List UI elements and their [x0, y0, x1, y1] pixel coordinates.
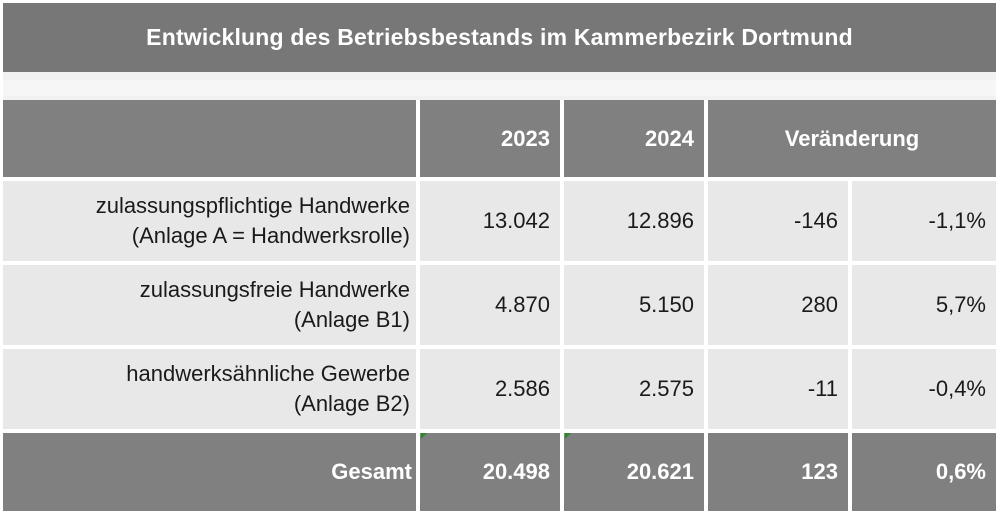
row-value-2024: 5.150: [564, 265, 704, 345]
row-change-abs: 280: [708, 265, 848, 345]
table-row-label: handwerksähnliche Gewerbe (Anlage B2): [3, 349, 416, 429]
row-change-abs: -146: [708, 181, 848, 261]
row-change-pct: 5,7%: [852, 265, 996, 345]
row-value-2024: 2.575: [564, 349, 704, 429]
total-value-2024: 20.621: [564, 433, 704, 511]
row-label-line2: (Anlage A = Handwerksrolle): [131, 223, 410, 248]
row-label-line1: zulassungspflichtige Handwerke: [95, 193, 410, 218]
total-change-pct: 0,6%: [852, 433, 996, 511]
total-label: Gesamt: [3, 433, 416, 511]
row-label-line1: handwerksähnliche Gewerbe: [126, 361, 410, 386]
table-row-label: zulassungspflichtige Handwerke (Anlage A…: [3, 181, 416, 261]
row-label-line1: zulassungsfreie Handwerke: [139, 277, 410, 302]
row-value-2023: 2.586: [420, 349, 560, 429]
row-value-2024: 12.896: [564, 181, 704, 261]
total-value-2023: 20.498: [420, 433, 560, 511]
cell-indicator-icon: [565, 433, 571, 439]
row-change-pct: -1,1%: [852, 181, 996, 261]
row-label-line2: (Anlage B2): [293, 391, 410, 416]
header-2023: 2023: [420, 100, 560, 177]
table-title: Entwicklung des Betriebsbestands im Kamm…: [3, 3, 996, 72]
row-value-2023: 13.042: [420, 181, 560, 261]
row-value-2023: 4.870: [420, 265, 560, 345]
table-row-label: zulassungsfreie Handwerke (Anlage B1): [3, 265, 416, 345]
header-2024: 2024: [564, 100, 704, 177]
total-change-abs: 123: [708, 433, 848, 511]
title-spacer: [3, 72, 996, 100]
row-change-abs: -11: [708, 349, 848, 429]
row-label-line2: (Anlage B1): [293, 307, 410, 332]
header-change: Veränderung: [708, 100, 996, 177]
cell-indicator-icon: [421, 433, 427, 439]
header-label-cell: [3, 100, 416, 177]
row-change-pct: -0,4%: [852, 349, 996, 429]
